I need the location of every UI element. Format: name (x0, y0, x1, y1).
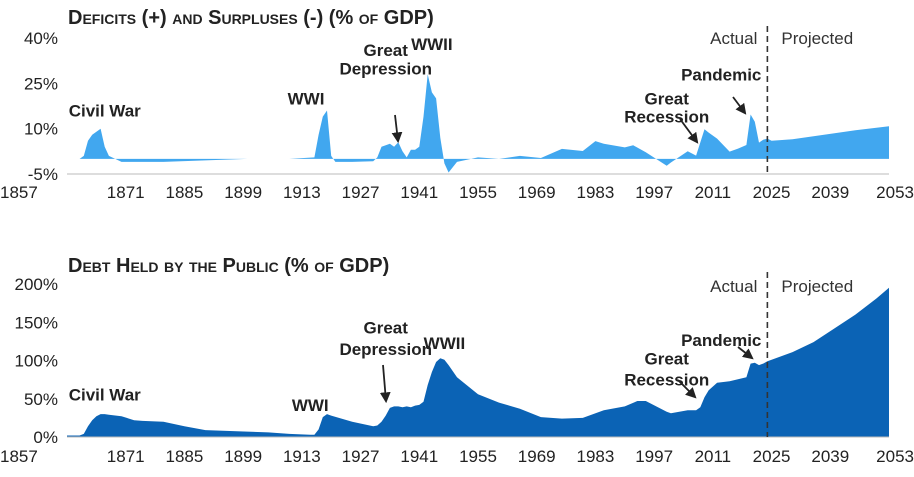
x-tick-label: 2039 (811, 447, 849, 466)
annotation-label: Pandemic (681, 331, 761, 350)
x-tick-label: 1969 (518, 183, 556, 202)
y-tick-label: 0% (33, 428, 58, 447)
annotation-label: Great (364, 41, 409, 60)
x-tick-label: 1927 (342, 447, 380, 466)
x-tick-label: 1857 (0, 183, 38, 202)
chart-title: Debt Held by the Public (% of GDP) (68, 255, 389, 277)
x-tick-label: 2053 (876, 183, 914, 202)
x-tick-label: 2011 (695, 447, 732, 466)
annotation-label: Great (645, 349, 690, 368)
actual-label: Actual (710, 277, 757, 296)
y-tick-label: 100% (15, 352, 58, 371)
annotation-label: Great (645, 89, 690, 108)
x-tick-label: 1871 (107, 183, 145, 202)
chart-title: Deficits (+) and Surpluses (-) (% of GDP… (68, 7, 434, 29)
x-tick-label: 2011 (695, 183, 732, 202)
annotation-label: Recession (624, 371, 709, 390)
x-tick-label: 1983 (577, 447, 615, 466)
x-tick-label: 1927 (342, 183, 380, 202)
annotation-arrow (733, 97, 745, 113)
annotation-arrow (383, 365, 386, 401)
x-tick-label: 1885 (166, 447, 204, 466)
chart-panel-1: Deficits (+) and Surpluses (-) (% of GDP… (0, 7, 914, 202)
actual-label: Actual (710, 29, 757, 48)
x-tick-label: 1941 (400, 447, 438, 466)
y-tick-label: -5% (28, 165, 58, 184)
annotation-arrow (395, 115, 398, 141)
x-tick-label: 1885 (166, 183, 204, 202)
projected-label: Projected (781, 277, 853, 296)
x-tick-label: 1871 (107, 447, 145, 466)
annotation-label: WWI (288, 89, 325, 108)
annotation-label: Civil War (69, 385, 141, 404)
projected-label: Projected (781, 29, 853, 48)
annotation-label: WWI (292, 396, 329, 415)
x-tick-label: 1955 (459, 447, 497, 466)
y-tick-label: 200% (15, 275, 58, 294)
x-tick-label: 1955 (459, 183, 497, 202)
series-area (67, 74, 889, 172)
annotation-label: WWII (411, 35, 453, 54)
x-tick-label: 1997 (635, 183, 673, 202)
annotation-label: Great (364, 319, 409, 338)
y-tick-label: 40% (24, 29, 58, 48)
annotation-label: Civil War (69, 102, 141, 121)
y-tick-label: 25% (24, 74, 58, 93)
x-tick-label: 1913 (283, 183, 321, 202)
annotation-label: Recession (624, 108, 709, 127)
x-tick-label: 1969 (518, 447, 556, 466)
x-tick-label: 1941 (400, 183, 438, 202)
x-tick-label: 2053 (876, 447, 914, 466)
chart-panel-2: Debt Held by the Public (% of GDP) 200% 15… (0, 255, 914, 466)
annotation-label: Depression (339, 59, 432, 78)
x-tick-label: 2025 (753, 183, 791, 202)
x-tick-label: 1913 (283, 447, 321, 466)
y-tick-label: 10% (24, 120, 58, 139)
series-area (67, 288, 889, 437)
x-tick-label: 2025 (753, 447, 791, 466)
x-tick-label: 1899 (224, 183, 262, 202)
x-tick-label: 1983 (577, 183, 615, 202)
y-tick-label: 150% (15, 313, 58, 332)
x-tick-label: 1857 (0, 447, 38, 466)
annotation-label: Pandemic (681, 65, 761, 84)
annotation-label: WWII (424, 334, 466, 353)
x-tick-label: 1997 (635, 447, 673, 466)
x-tick-label: 1899 (224, 447, 262, 466)
y-tick-label: 50% (24, 390, 58, 409)
x-tick-label: 2039 (811, 183, 849, 202)
annotation-label: Depression (339, 340, 432, 359)
